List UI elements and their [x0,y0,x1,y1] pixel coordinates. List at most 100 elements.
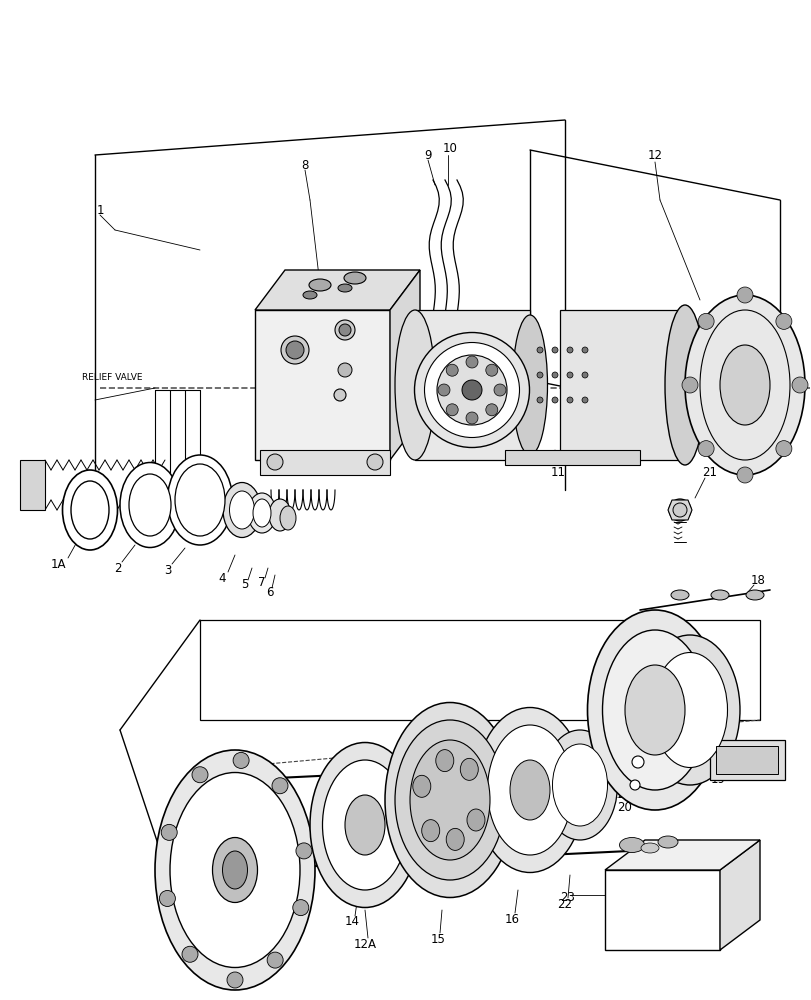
Polygon shape [20,460,45,510]
Ellipse shape [509,760,549,820]
Ellipse shape [487,725,572,855]
Circle shape [681,377,697,393]
Ellipse shape [421,820,440,842]
Text: 3: 3 [164,564,171,576]
Ellipse shape [602,630,706,790]
Circle shape [466,356,478,368]
Circle shape [485,404,497,416]
Circle shape [631,756,643,768]
Ellipse shape [672,503,686,517]
Ellipse shape [446,828,464,850]
Circle shape [485,364,497,376]
Circle shape [697,441,713,457]
Ellipse shape [710,590,728,600]
Circle shape [536,347,543,353]
Circle shape [736,287,752,303]
Text: 12: 12 [646,149,662,162]
Circle shape [536,397,543,403]
Ellipse shape [169,772,299,967]
Circle shape [775,313,791,329]
Text: 14: 14 [344,915,359,928]
Text: 18: 18 [749,574,765,586]
Text: 22: 22 [557,898,572,911]
Circle shape [581,397,587,403]
Circle shape [581,372,587,378]
Ellipse shape [227,972,242,988]
Ellipse shape [247,493,276,533]
Ellipse shape [466,809,484,831]
Circle shape [736,467,752,483]
Ellipse shape [414,332,529,448]
Ellipse shape [384,702,514,897]
Ellipse shape [175,464,225,536]
Ellipse shape [129,474,171,536]
Ellipse shape [337,284,351,292]
Ellipse shape [303,291,316,299]
Circle shape [775,441,791,457]
Circle shape [461,380,482,400]
Ellipse shape [338,324,350,336]
Circle shape [581,347,587,353]
Ellipse shape [624,665,684,755]
Circle shape [551,372,557,378]
Text: 9: 9 [423,149,431,162]
Ellipse shape [551,744,607,826]
Text: 7: 7 [258,576,265,588]
Ellipse shape [512,315,547,455]
Ellipse shape [394,720,504,880]
Ellipse shape [267,952,283,968]
Circle shape [437,384,449,396]
Ellipse shape [474,707,584,872]
Circle shape [566,347,573,353]
Ellipse shape [436,355,506,425]
Text: 4: 4 [218,572,225,584]
Ellipse shape [295,843,311,859]
Ellipse shape [120,462,180,548]
Polygon shape [604,840,759,870]
Text: 6: 6 [266,585,273,598]
Ellipse shape [337,363,351,377]
Ellipse shape [285,341,303,359]
Ellipse shape [222,851,247,889]
Ellipse shape [182,946,198,962]
Circle shape [367,454,383,470]
Text: KIT: KIT [621,905,644,918]
Ellipse shape [652,652,727,768]
Ellipse shape [212,837,257,902]
Ellipse shape [322,760,407,890]
Circle shape [536,372,543,378]
Ellipse shape [745,590,763,600]
Polygon shape [389,270,419,460]
Text: 12A: 12A [610,788,633,801]
Ellipse shape [670,590,689,600]
Bar [709,740,784,780]
Polygon shape [719,840,759,950]
Ellipse shape [223,483,260,538]
Text: 2: 2 [114,562,122,574]
Ellipse shape [71,481,109,539]
Ellipse shape [664,305,704,465]
Ellipse shape [542,730,616,840]
Ellipse shape [345,795,384,855]
Ellipse shape [309,279,331,291]
Ellipse shape [310,742,419,907]
Ellipse shape [293,900,308,916]
Circle shape [551,397,557,403]
Ellipse shape [272,778,288,794]
Circle shape [697,313,713,329]
Text: 8: 8 [301,159,308,172]
Ellipse shape [253,499,271,527]
Text: 20: 20 [617,801,632,814]
Ellipse shape [62,470,118,550]
Ellipse shape [159,890,175,906]
Ellipse shape [268,499,290,531]
Text: 21: 21 [702,466,717,479]
Ellipse shape [657,836,677,848]
Ellipse shape [460,758,478,780]
Text: 17: 17 [710,676,724,688]
Polygon shape [667,500,691,520]
Ellipse shape [233,752,249,768]
Ellipse shape [410,740,489,860]
Circle shape [566,397,573,403]
Text: 10: 10 [442,142,457,155]
